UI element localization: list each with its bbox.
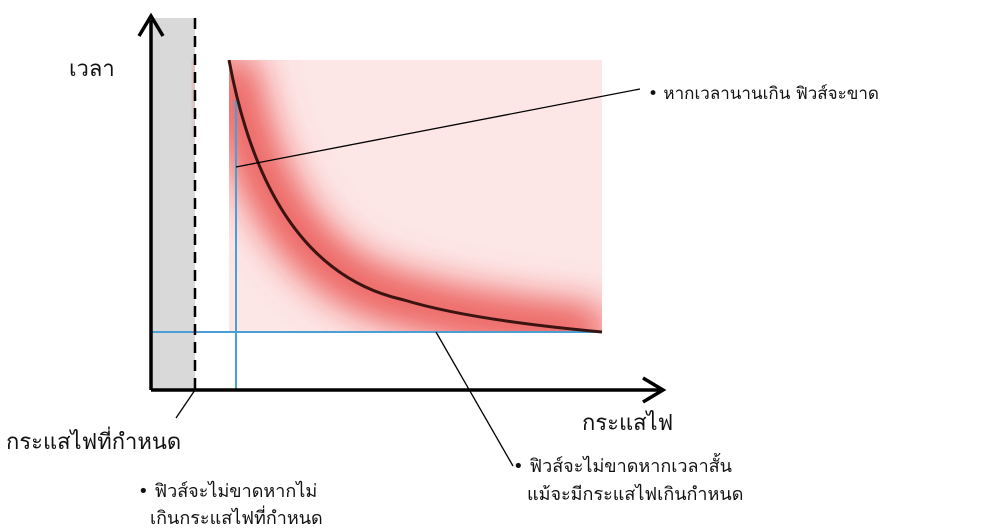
- fuse-blow-region: [195, 58, 602, 334]
- no-blow-rated-note-line1: • ฟิวส์จะไม่ขาดหากไม่: [138, 480, 317, 502]
- leader-no-blow-short: [435, 331, 514, 467]
- y-axis-arrow: [137, 12, 165, 37]
- axes: [137, 12, 667, 404]
- blow-long-note: • หากเวลานานเกิน ฟิวส์จะขาด: [648, 84, 879, 104]
- rated-current-label: กระแสไฟที่กำหนด: [6, 426, 181, 455]
- blow-region-left-mask: [195, 58, 229, 334]
- x-axis-label: กระแสไฟ: [582, 410, 673, 436]
- no-blow-short-note-line1: • ฟิวส์จะไม่ขาดหากเวลาสั้น: [513, 453, 732, 477]
- fuse-curve: [227, 59, 603, 334]
- no-blow-short-note-line2: แม้จะมีกระแสไฟเกินกำหนด: [527, 483, 743, 505]
- leader-rated-current: [175, 389, 196, 419]
- below-rated-current-region: [151, 18, 195, 390]
- no-blow-rated-note-line2: เกินกระแสไฟที่กำหนด: [150, 505, 323, 529]
- x-axis-arrow: [642, 376, 667, 404]
- leader-blow-long: [235, 88, 641, 168]
- y-axis-label: เวลา: [69, 57, 115, 82]
